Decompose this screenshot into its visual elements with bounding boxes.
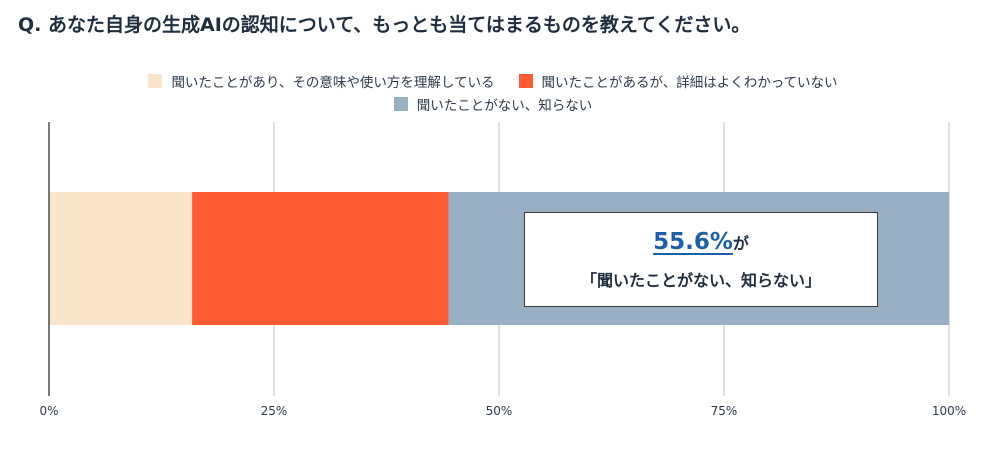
legend-label-heard: 聞いたことがあるが、詳細はよくわかっていない [541,74,838,91]
callout-percentage: 55.6% [653,228,733,255]
legend-swatch-heard [518,73,533,88]
chart-legend: 聞いたことがあり、その意味や使い方を理解している 聞いたことがあるが、詳細はよく… [0,70,986,114]
question-title: Q. あなた自身の生成AIの認知について、もっとも当てはまるものを教えてください… [18,14,751,36]
x-tick-label-0: 0% [39,404,58,418]
legend-item-unknown: 聞いたことがない、知らない [393,93,593,114]
legend-label-understand: 聞いたことがあり、その意味や使い方を理解している [171,74,495,91]
bar-segment-2 [192,192,449,325]
callout-suffix: が [732,233,749,253]
legend-label-unknown: 聞いたことがない、知らない [416,97,593,114]
legend-item-heard: 聞いたことがあるが、詳細はよくわかっていない [518,70,838,91]
annotation-callout: 55.6% が 「聞いたことがない、知らない」 [524,212,878,307]
callout-headline: 55.6% が [653,229,749,255]
x-tick-label-75: 75% [711,404,738,418]
callout-text: 「聞いたことがない、知らない」 [580,270,821,290]
x-tick-label-100: 100% [932,404,966,418]
x-tick-label-50: 50% [486,404,513,418]
x-tick-labels: 0% 25% 50% 75% 100% [39,404,966,418]
legend-item-understand: 聞いたことがあり、その意味や使い方を理解している [148,70,495,91]
x-tick-label-25: 25% [261,404,288,418]
legend-swatch-understand [148,73,163,88]
bar-segment-1 [49,192,193,325]
legend-swatch-unknown [393,96,408,111]
